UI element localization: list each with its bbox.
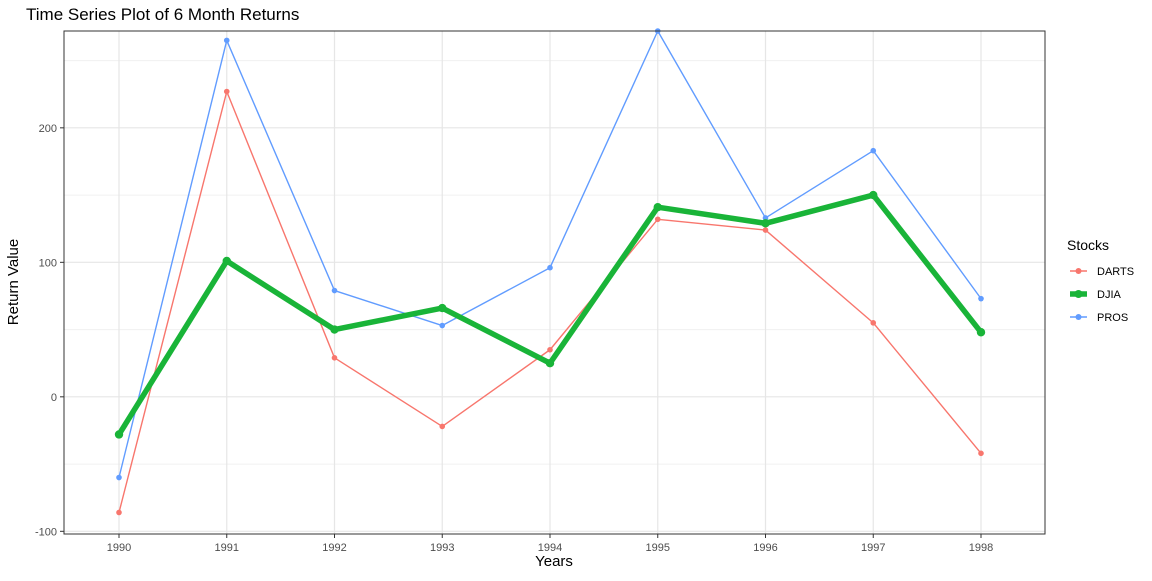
data-point-darts [116, 509, 122, 516]
major-gridlines [64, 31, 1045, 534]
legend: Stocks DARTS DJIA PROS [1067, 237, 1134, 324]
x-tick-label: 1991 [215, 542, 239, 554]
data-point-djia [653, 202, 662, 212]
legend-item-pros: PROS [1070, 312, 1128, 324]
legend-label: PROS [1097, 312, 1128, 324]
data-point-djia [330, 325, 339, 334]
data-point-djia [761, 219, 770, 228]
legend-key-point [1075, 268, 1082, 274]
y-axis-label: Return Value [5, 239, 22, 325]
legend-label: DJIA [1097, 289, 1122, 301]
x-tick-label: 1996 [753, 542, 777, 554]
data-point-darts [331, 355, 338, 361]
legend-label: DARTS [1097, 266, 1134, 278]
minor-gridlines [64, 60, 1045, 465]
data-point-djia [976, 328, 986, 337]
y-tick-label: 100 [39, 257, 57, 269]
data-point-darts [547, 346, 553, 353]
y-tick-label: 200 [39, 123, 57, 135]
legend-key-point [1074, 290, 1083, 298]
data-point-pros [223, 37, 230, 44]
y-tick-label: 0 [51, 392, 57, 404]
data-point-djia [869, 190, 878, 200]
data-point-darts [439, 423, 446, 430]
x-tick-label: 1994 [538, 542, 562, 554]
data-point-pros [762, 215, 769, 221]
series-points [114, 28, 986, 516]
legend-items: DARTS DJIA PROS [1070, 266, 1134, 324]
x-axis-label: Years [535, 553, 573, 570]
data-point-djia [438, 303, 447, 313]
legend-title: Stocks [1067, 237, 1109, 253]
data-point-darts [223, 88, 230, 95]
x-tick-label: 1992 [322, 542, 346, 554]
data-point-darts [654, 216, 661, 223]
data-point-pros [439, 322, 446, 329]
data-point-djia [545, 358, 555, 368]
y-tick-label: -100 [35, 526, 57, 538]
x-tick-label: 1997 [861, 542, 885, 554]
data-point-djia [114, 430, 124, 439]
legend-key-point [1075, 314, 1082, 320]
y-axis: -100 0 100 200 [35, 123, 64, 538]
chart-title: Time Series Plot of 6 Month Returns [26, 5, 299, 24]
data-point-pros [331, 287, 338, 294]
data-point-djia [222, 256, 231, 266]
legend-item-djia: DJIA [1070, 289, 1122, 301]
data-point-pros [116, 474, 122, 481]
x-axis: 1990 1991 1992 1993 1994 1995 1996 1997 1998 [107, 534, 993, 554]
plot-border [63, 30, 1046, 535]
data-point-pros [870, 147, 877, 154]
x-tick-label: 1995 [646, 542, 670, 554]
x-tick-label: 1998 [969, 542, 993, 554]
data-point-darts [870, 320, 877, 326]
plot-panel [64, 31, 1045, 534]
x-tick-label: 1990 [107, 542, 131, 554]
data-point-darts [978, 450, 984, 457]
data-point-pros [978, 295, 984, 302]
x-tick-label: 1993 [430, 542, 454, 554]
legend-item-darts: DARTS [1070, 266, 1134, 278]
data-point-darts [762, 227, 769, 233]
data-point-pros [547, 264, 553, 271]
